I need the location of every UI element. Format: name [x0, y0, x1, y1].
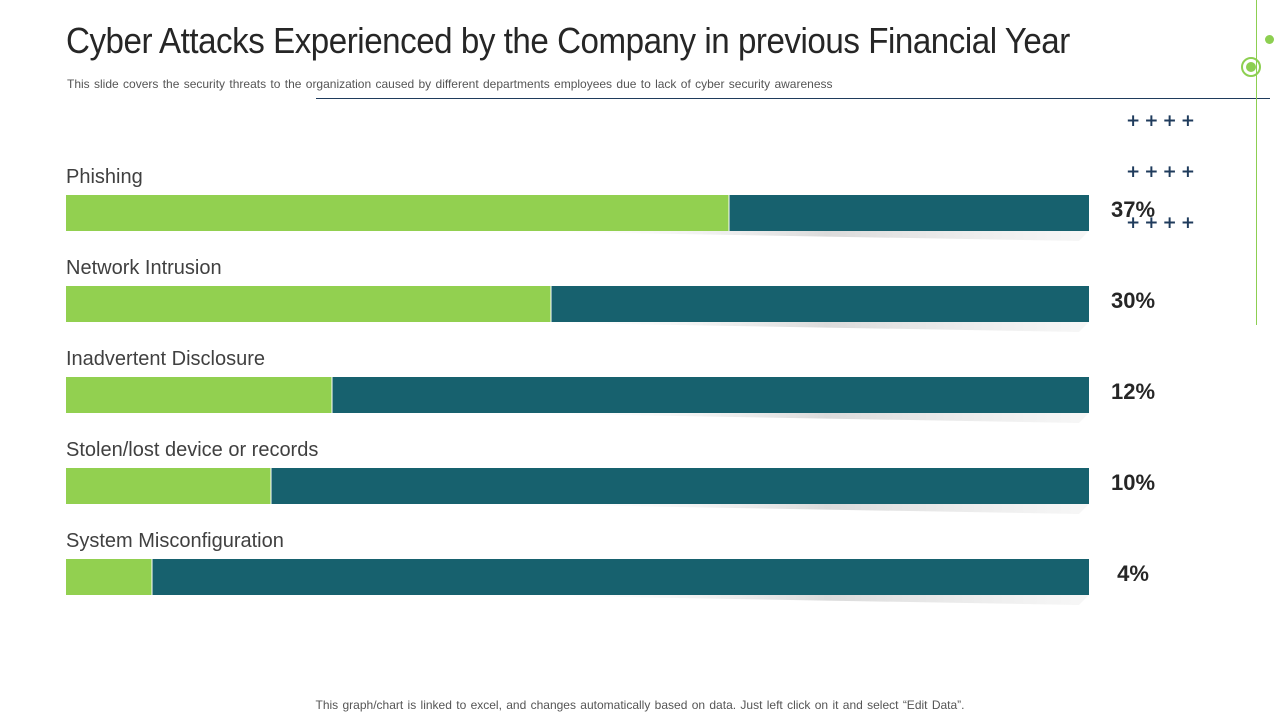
bar-shadow: [505, 595, 1089, 605]
bar-value: [66, 468, 271, 504]
footer-note: This graph/chart is linked to excel, and…: [315, 698, 965, 712]
plus-row: ++++: [1126, 162, 1199, 182]
bar-remainder: [66, 559, 1089, 595]
value-label: 30%: [1111, 288, 1155, 313]
bar-shadow: [505, 504, 1089, 514]
value-label: 37%: [1111, 197, 1155, 222]
page-title: Cyber Attacks Experienced by the Company…: [66, 20, 1070, 61]
value-label: 4%: [1117, 561, 1149, 586]
plus-row: ++++: [1126, 111, 1199, 131]
page-subtitle: This slide covers the security threats t…: [67, 77, 833, 91]
bar-value: [66, 195, 729, 231]
bar-value: [66, 377, 332, 413]
bar-shadow: [505, 231, 1089, 241]
title-divider: [316, 98, 1270, 99]
decorative-ring-icon: [1241, 57, 1261, 77]
value-label: 10%: [1111, 470, 1155, 495]
decorative-dot-icon: [1265, 35, 1274, 44]
decorative-vertical-line: [1256, 0, 1257, 325]
plus-row: ++++: [1126, 213, 1199, 233]
value-label: 12%: [1111, 379, 1155, 404]
category-label: Stolen/lost device or records: [66, 439, 318, 461]
bar-value: [66, 286, 551, 322]
bar-shadow: [505, 322, 1089, 332]
category-label: Phishing: [66, 166, 143, 188]
category-label: System Misconfiguration: [66, 530, 284, 552]
decorative-ring-center-icon: [1246, 62, 1256, 72]
category-label: Network Intrusion: [66, 257, 222, 279]
bar-value: [66, 559, 152, 595]
category-label: Inadvertent Disclosure: [66, 348, 265, 370]
bar-shadow: [505, 413, 1089, 423]
decorative-plus-grid-icon: ++++ ++++ ++++: [1126, 79, 1199, 249]
